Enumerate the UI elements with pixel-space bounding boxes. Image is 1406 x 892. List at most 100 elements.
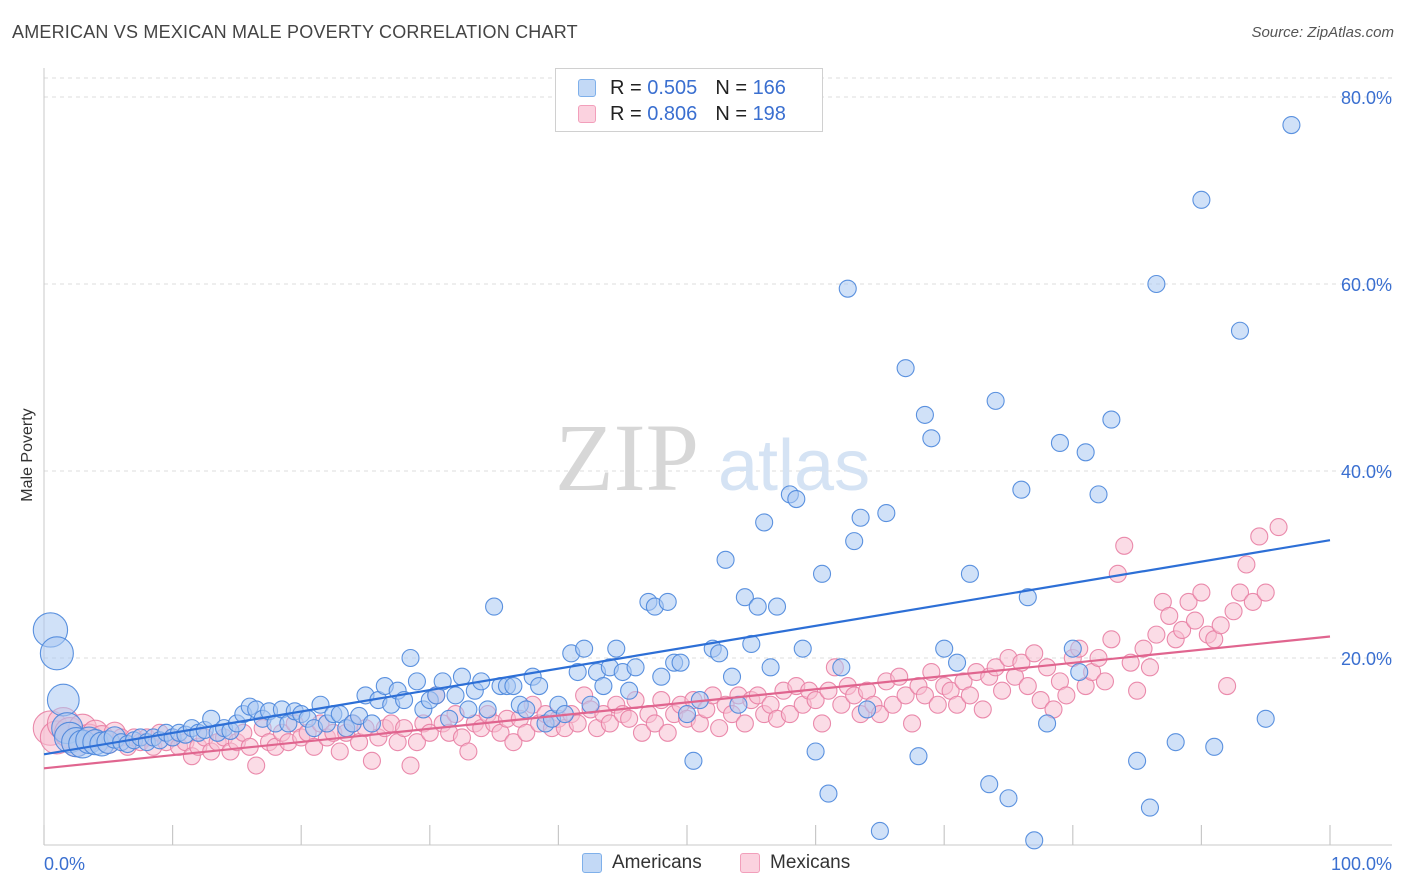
mexicans-swatch [578, 105, 596, 123]
american-point [806, 742, 825, 761]
mexican-point [780, 705, 799, 724]
american-point [948, 653, 967, 672]
mexican-point [1224, 602, 1243, 621]
mexican-point [1173, 620, 1192, 640]
mexican-point [632, 723, 652, 742]
american-point [1102, 410, 1121, 429]
mexican-point [890, 667, 909, 686]
mexican-point [247, 756, 266, 775]
mexican-point [305, 737, 324, 756]
american-point [1025, 831, 1044, 850]
r-label: R = [610, 102, 642, 125]
mexicans-swatch [740, 853, 760, 873]
x-tick-label: 0.0% [44, 854, 85, 874]
american-point [1128, 751, 1147, 770]
stats-legend: R = 0.505 N = 166 R = 0.806 N = 198 [555, 68, 823, 132]
american-point [1018, 588, 1037, 607]
mexican-point [407, 733, 426, 752]
mexican-point [819, 681, 838, 700]
mexican-point [1031, 691, 1050, 710]
american-point [1256, 709, 1275, 728]
mexican-point [1147, 625, 1166, 644]
american-point [986, 391, 1005, 410]
american-point [504, 676, 523, 696]
y-tick-label: 60.0% [1341, 275, 1392, 295]
american-point [960, 564, 979, 583]
american-point [46, 683, 80, 717]
mexican-point [806, 691, 825, 710]
y-axis-label: Male Poverty [19, 408, 36, 502]
american-point [1230, 321, 1250, 340]
american-point [787, 489, 806, 509]
american-point [575, 639, 594, 658]
r-value: 0.505 [647, 76, 698, 99]
legend-label: Mexicans [770, 852, 851, 873]
mexican-point [1057, 686, 1076, 705]
american-point [915, 405, 934, 424]
mexican-point [1128, 681, 1147, 700]
legend-item-mexicans[interactable]: Mexicans [740, 852, 850, 874]
american-point [1140, 798, 1160, 817]
mexican-point [1025, 644, 1044, 663]
mexican-point [1218, 676, 1237, 696]
american-point [870, 821, 889, 841]
mexican-point [1160, 606, 1179, 625]
american-point [401, 648, 420, 668]
american-point [407, 672, 426, 691]
american-point [485, 597, 504, 616]
y-tick-label: 80.0% [1341, 88, 1392, 108]
american-point [433, 672, 452, 691]
american-point [39, 636, 74, 671]
watermark: ZIP atlas [555, 404, 870, 511]
mexican-point [395, 719, 414, 738]
mexican-point [600, 714, 619, 733]
american-point [980, 775, 999, 794]
mexican-point [1134, 639, 1153, 658]
legend-row-americans: R = 0.505 N = 166 [578, 77, 786, 99]
american-point [812, 564, 832, 583]
american-point [716, 550, 735, 569]
american-point [1050, 433, 1069, 453]
american-point [935, 639, 954, 658]
american-point [1076, 443, 1095, 462]
y-tick-label: 20.0% [1341, 649, 1392, 669]
american-point [722, 667, 742, 686]
american-point [446, 686, 465, 705]
legend-label: Americans [612, 852, 702, 873]
american-point [1147, 274, 1166, 294]
mexican-point [812, 714, 832, 733]
american-point [620, 681, 639, 700]
american-point [671, 653, 690, 672]
american-point [1070, 662, 1089, 682]
american-point [1063, 639, 1082, 658]
n-label: N = [715, 76, 747, 99]
american-point [999, 789, 1018, 808]
american-point [793, 639, 812, 658]
american-point [478, 700, 497, 719]
american-point [896, 359, 915, 378]
legend-item-americans[interactable]: Americans [582, 852, 702, 874]
x-tick-label: 100.0% [1331, 854, 1392, 874]
american-point [767, 597, 787, 616]
american-point [568, 662, 587, 682]
n-value: 166 [752, 76, 786, 99]
americans-swatch [582, 853, 602, 873]
mexican-point [1269, 518, 1288, 537]
mexican-point [504, 733, 523, 752]
american-point [1192, 190, 1211, 209]
mexican-point [517, 723, 536, 742]
americans-swatch [578, 79, 596, 97]
american-point [845, 532, 864, 551]
trend-lines [43, 539, 1331, 770]
american-point [877, 504, 896, 523]
mexican-point [735, 714, 754, 733]
american-point [362, 714, 381, 733]
american-point [626, 658, 645, 677]
american-point [851, 508, 870, 527]
american-point [838, 279, 857, 298]
mexican-point [993, 681, 1012, 700]
mexican-point [960, 686, 979, 705]
x-tick-labels: 0.0% 100.0% [44, 854, 1392, 874]
mexican-point [1038, 658, 1057, 677]
